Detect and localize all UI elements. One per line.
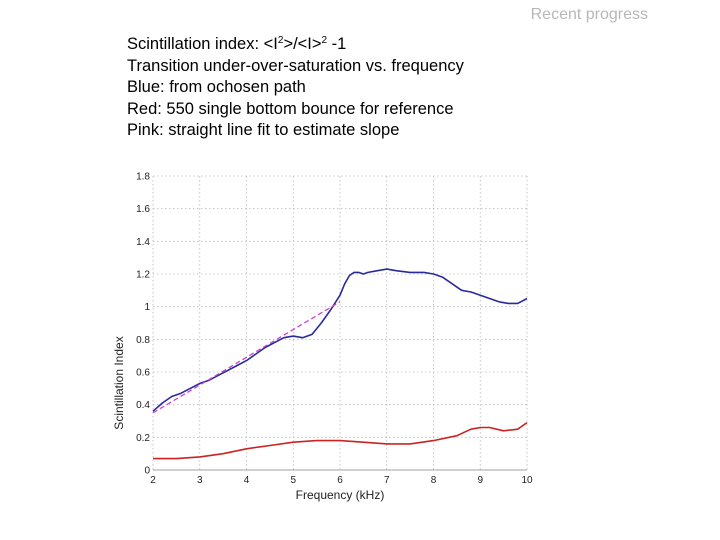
formula-prefix: Scintillation index: <I <box>127 35 278 53</box>
x-tick-label: 2 <box>150 475 156 486</box>
series-line-1 <box>153 421 528 460</box>
formula-superscript-1: 2 <box>277 35 284 46</box>
chart-grid <box>152 175 528 471</box>
x-tick-label: 7 <box>384 475 390 486</box>
y-tick-label: 1.8 <box>136 172 150 183</box>
y-tick-label: 0.2 <box>136 433 150 444</box>
series-line-0 <box>152 268 528 412</box>
y-tick-label: 1.2 <box>136 270 150 281</box>
description-line-5: Pink: straight line fit to estimate slop… <box>127 121 400 139</box>
formula-mid: >/<I> <box>283 35 322 53</box>
x-tick-label: 10 <box>521 475 533 486</box>
chart-series <box>152 268 528 460</box>
formula-suffix: -1 <box>327 35 347 53</box>
x-tick-label: 5 <box>290 475 296 486</box>
formula-superscript-2: 2 <box>321 35 328 46</box>
y-axis-label: Scintillation Index <box>112 336 126 429</box>
y-tick-label: 1 <box>144 302 150 313</box>
y-tick-label: 1.4 <box>136 237 150 248</box>
x-tick-label: 3 <box>197 475 203 486</box>
y-tick-label: 0.4 <box>136 400 150 411</box>
description-line-2: Transition under-over-saturation vs. fre… <box>127 56 464 75</box>
x-tick-label: 9 <box>477 475 483 486</box>
y-tick-labels: 0 0.2 0.4 0.6 0.8 1 1.2 1.4 1.6 1.8 <box>136 172 150 477</box>
x-tick-label: 8 <box>431 475 437 486</box>
y-tick-label: 0 <box>144 466 150 477</box>
x-axis-label: Frequency (kHz) <box>296 488 385 502</box>
description-line-4: Red: 550 single bottom bounce for refere… <box>127 99 454 118</box>
slide-title: Recent progress <box>530 6 648 23</box>
y-tick-label: 1.6 <box>136 204 150 215</box>
y-tick-label: 0.8 <box>136 335 150 346</box>
x-tick-label: 4 <box>244 475 250 486</box>
description-block: Scintillation index: <I2>/<I>2 -1 Transi… <box>127 30 464 142</box>
formula-line: Scintillation index: <I2>/<I>2 -1 <box>127 30 464 56</box>
x-tick-label: 6 <box>337 475 343 486</box>
series-line-2 <box>152 301 341 414</box>
x-tick-labels: 2 3 4 5 6 7 8 9 10 <box>150 475 533 486</box>
description-line-3: Blue: from ochosen path <box>127 78 306 96</box>
y-tick-label: 0.6 <box>136 368 150 379</box>
